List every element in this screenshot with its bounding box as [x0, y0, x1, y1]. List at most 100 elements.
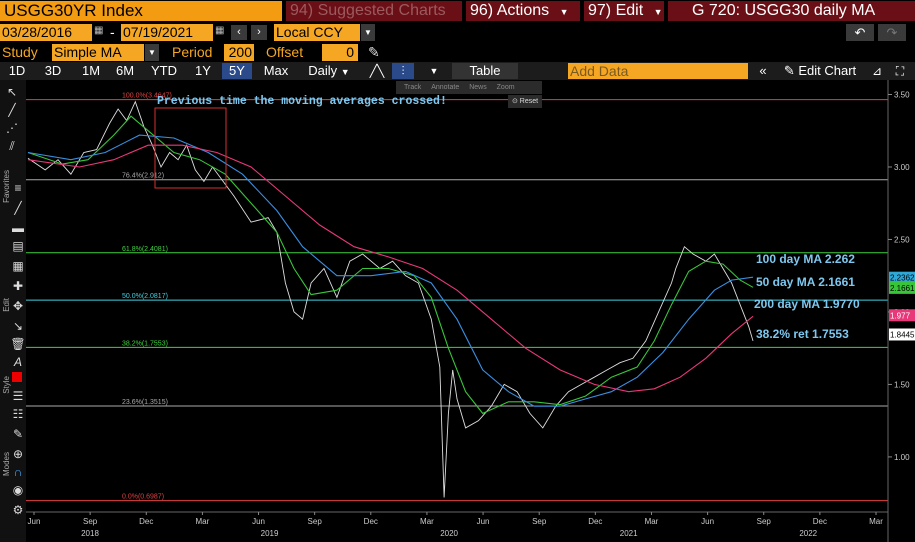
range-1y[interactable]: 1Y — [195, 63, 211, 78]
bar-chart-icon[interactable]: ⫶ — [392, 63, 414, 79]
draw-icon[interactable]: ✎ — [12, 427, 24, 441]
trend-icon[interactable]: ⋰ — [6, 121, 18, 135]
page-title: G 720: USGG30 daily MA — [668, 1, 915, 21]
x-tick-label: Sep — [83, 517, 98, 526]
zoom-button[interactable]: Zoom — [496, 84, 515, 91]
cursor-icon[interactable]: ↖ — [6, 85, 18, 99]
chevron-down-icon: ▼ — [653, 7, 663, 17]
price-tag-label: 2.1661 — [890, 284, 915, 293]
start-date-field[interactable]: 03/28/2016 — [0, 24, 92, 41]
chart-background — [26, 80, 915, 542]
note-icon[interactable]: ▦ — [12, 259, 24, 273]
range-6m[interactable]: 6M — [115, 63, 135, 78]
ruler-icon[interactable]: ▬ — [12, 221, 24, 235]
currency-select[interactable]: Local CCY — [274, 24, 360, 41]
chart-mini-toolbar: Track Annotate News Zoom — [396, 81, 542, 94]
double-chevron-left-icon[interactable]: « — [759, 63, 767, 78]
color-swatch[interactable] — [12, 372, 22, 382]
undo-icon[interactable]: ↶ — [846, 24, 874, 41]
period-input[interactable]: 200 — [224, 44, 254, 61]
price-tag-label: 1.977 — [890, 311, 911, 320]
reset-icon: ⊙ — [511, 98, 518, 105]
news-button[interactable]: News — [469, 84, 487, 91]
prev-period-button[interactable]: ‹ — [231, 25, 247, 40]
price-tag-label: 1.8445 — [890, 330, 915, 339]
range-1m[interactable]: 1M — [81, 63, 101, 78]
chevron-down-icon[interactable]: ▼ — [429, 66, 439, 76]
annotate-button[interactable]: Annotate — [431, 84, 460, 91]
line-chart-icon[interactable]: ╱╲ — [369, 64, 385, 78]
offset-input[interactable]: 0 — [322, 44, 358, 61]
cross-icon[interactable]: ✚ — [12, 279, 24, 293]
actions-menu-button[interactable]: 96) Actions ▼ — [466, 1, 580, 21]
track-button[interactable]: Track — [404, 84, 422, 91]
date-separator: - — [110, 24, 115, 40]
edit-chart-button[interactable]: ✎ Edit Chart — [776, 63, 864, 79]
frequency-select[interactable]: Daily ▼ — [300, 63, 358, 79]
range-5y[interactable]: 5Y — [222, 63, 252, 79]
settings-icon[interactable]: ⊿ — [871, 64, 883, 78]
calendar-icon[interactable]: ▦ — [215, 25, 225, 36]
legend-entry: 50 day MA 2.1661 — [756, 275, 855, 289]
x-tick-label: Jun — [28, 517, 41, 526]
lock-icon[interactable]: ⊕ — [12, 447, 24, 461]
chevron-down-icon: ▼ — [340, 67, 350, 77]
pencil-icon[interactable]: ✎ — [368, 44, 380, 60]
chevron-down-icon[interactable]: ▼ — [361, 24, 375, 41]
chevron-down-icon[interactable]: ▼ — [145, 44, 159, 61]
edit-label: 97) Edit — [588, 2, 644, 19]
offset-label: Offset — [266, 44, 304, 60]
text-icon[interactable]: A — [13, 355, 22, 369]
x-tick-label: Dec — [364, 517, 378, 526]
study-select[interactable]: Simple MA — [52, 44, 144, 61]
magnet-icon[interactable]: ∩ — [13, 465, 23, 479]
fib-icon[interactable]: ≡ — [14, 181, 22, 195]
x-tick-label: Sep — [757, 517, 772, 526]
table-button[interactable]: Table — [452, 63, 518, 79]
calendar-icon[interactable]: ▦ — [94, 25, 104, 36]
line-width-icon[interactable]: ☰ — [12, 389, 24, 403]
range-toolbar: 1D 3D 1M 6M YTD 1Y 5Y Max Daily ▼ ╱╲ ⫶ ▼… — [0, 62, 915, 80]
line-style-icon[interactable]: ☷ — [12, 407, 24, 421]
chevron-down-icon: ▼ — [559, 7, 569, 17]
legend-entry: 200 day MA 1.9770 — [754, 297, 860, 311]
end-date-field[interactable]: 07/19/2021 — [121, 24, 213, 41]
x-tick-label: Sep — [308, 517, 323, 526]
y-tick-label: 1.50 — [894, 380, 910, 389]
ticker-field[interactable]: USGG30YR Index — [0, 1, 282, 21]
price-tag — [889, 281, 915, 294]
range-3d[interactable]: 3D — [44, 63, 62, 78]
move-icon[interactable]: ✥ — [12, 299, 24, 313]
visibility-icon[interactable]: ◉ — [12, 483, 24, 497]
x-tick-label: Mar — [645, 517, 659, 526]
edit-menu-button[interactable]: 97) Edit ▼ — [584, 1, 664, 21]
line-draw-icon[interactable]: ╱ — [8, 103, 16, 117]
series-line — [27, 134, 754, 407]
price-tag — [889, 328, 915, 341]
price-chart[interactable]: 100.0%(3.4647) 76.4%(2.912) 61.8%(2.4081) 5… — [26, 80, 915, 542]
legend-entry: 38.2% ret 1.7553 — [756, 327, 849, 341]
x-tick-label: Mar — [196, 517, 210, 526]
suggested-charts-button[interactable]: 94) Suggested Charts — [286, 1, 462, 21]
fullscreen-icon[interactable]: ⛶ — [895, 64, 905, 78]
date-bar: 03/28/2016 ▦ - 07/19/2021 ▦ ‹ › Local CC… — [0, 22, 915, 42]
actions-label: 96) Actions — [470, 2, 550, 19]
grid-icon[interactable]: ▤ — [12, 239, 24, 253]
x-tick-label: Sep — [532, 517, 547, 526]
range-max[interactable]: Max — [263, 63, 289, 78]
channel-icon[interactable]: ⫽ — [9, 139, 15, 153]
redo-icon[interactable]: ↷ — [878, 24, 906, 41]
add-data-input[interactable]: Add Data — [568, 63, 748, 79]
settings-icon[interactable]: ⚙ — [12, 503, 24, 517]
delete-icon[interactable]: 🗑 — [10, 337, 26, 351]
left-sidebar: ↖ ╱ ⋰ ⫽ Favorites ≡ ╱ ▬ ▤ ▦ ✚ Edit ✥ ↘ 🗑… — [0, 80, 26, 542]
select-icon[interactable]: ↘ — [12, 319, 24, 333]
next-period-button[interactable]: › — [251, 25, 267, 40]
range-1d[interactable]: 1D — [8, 63, 26, 78]
range-ytd[interactable]: YTD — [151, 63, 177, 78]
x-year-label: 2020 — [440, 529, 458, 538]
crossover-highlight-box — [154, 107, 227, 189]
pen-icon[interactable]: ╱ — [14, 201, 22, 215]
reset-button[interactable]: ⊙ Reset — [508, 95, 542, 108]
study-label: Study — [2, 44, 38, 60]
